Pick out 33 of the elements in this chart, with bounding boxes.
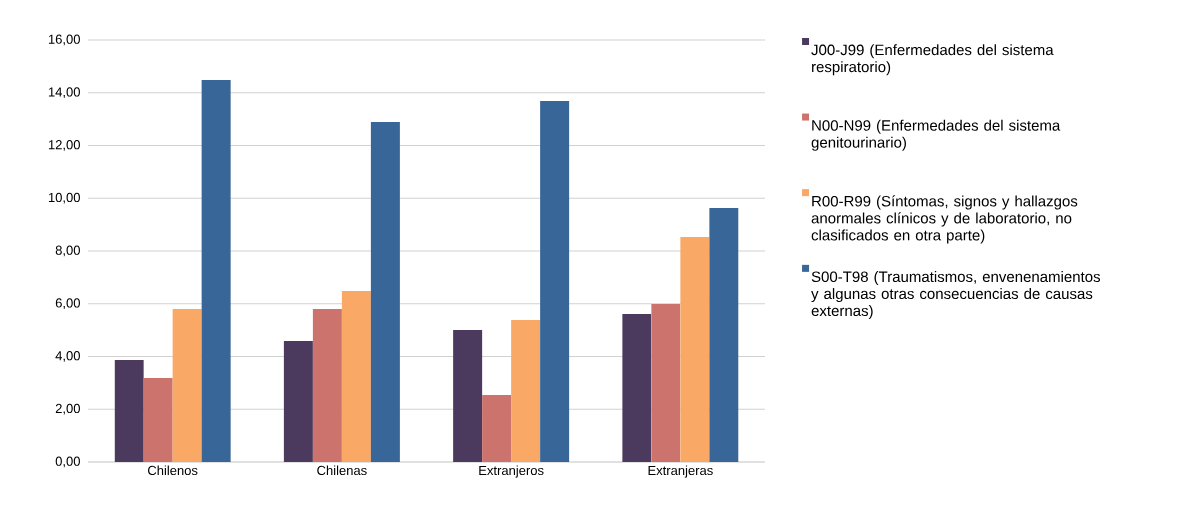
bar — [651, 304, 681, 462]
bar — [312, 309, 342, 462]
legend-label: R00-R99 (Síntomas, signos y hallazgos anormales clínicos y de laboratorio, no clasificados en otra parte) — [811, 195, 1078, 244]
legend-label: J00-J99 (Enfermedades del sistema respiratorio) — [811, 44, 1054, 76]
bar — [622, 314, 652, 462]
y-tick-label: 4,00 — [55, 351, 80, 362]
bar — [201, 80, 231, 462]
bar — [370, 122, 400, 462]
x-tick-label: Extranjeras — [648, 465, 713, 478]
bar — [540, 100, 570, 462]
legend-label: N00-N99 (Enfermedades del sistema genitourinario) — [811, 119, 1061, 151]
y-tick-label: 2,00 — [55, 403, 80, 415]
bar — [709, 208, 739, 462]
x-tick-label: Chilenos — [148, 465, 198, 476]
bar — [341, 291, 371, 462]
y-tick-label: 8,00 — [55, 245, 80, 257]
bar — [143, 378, 173, 462]
bar — [283, 340, 313, 462]
bar — [172, 309, 202, 462]
y-tick-label: 16,00 — [48, 34, 80, 46]
legend-label: S00-T98 (Traumatismos, envenenamientos y algunas otras consecuencias de causas externas) — [811, 271, 1101, 320]
y-tick-label: 10,00 — [48, 192, 80, 204]
y-tick-label: 6,00 — [55, 298, 80, 310]
y-tick-label: 0,00 — [55, 456, 80, 468]
bar — [511, 320, 541, 462]
y-tick-label: 14,00 — [48, 87, 80, 99]
bar — [680, 237, 710, 462]
x-tick-label: Chilenas — [317, 465, 367, 476]
bar — [114, 359, 144, 462]
bar — [482, 394, 512, 462]
y-tick-label: 12,00 — [48, 140, 80, 151]
bar — [453, 330, 483, 462]
x-tick-label: Extranjeros — [479, 465, 544, 478]
